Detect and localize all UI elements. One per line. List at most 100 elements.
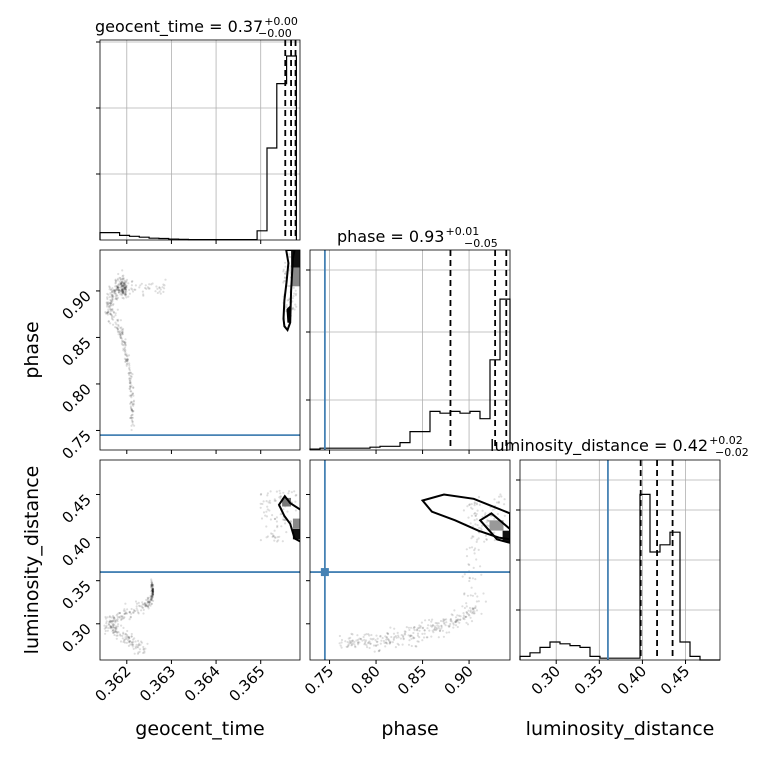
sample-point: [127, 295, 130, 298]
sample-point: [148, 603, 151, 607]
sample-point: [105, 302, 108, 305]
sample-point: [121, 634, 124, 638]
sample-point: [124, 602, 127, 605]
sample-point: [112, 629, 115, 632]
sample-point: [124, 294, 127, 297]
sample-point: [129, 616, 132, 619]
sample-point: [359, 637, 363, 640]
sample-point: [274, 517, 277, 521]
sample-point: [122, 283, 125, 287]
sample-point: [125, 286, 128, 289]
sample-point: [151, 587, 155, 590]
sample-point: [151, 585, 154, 588]
sample-point: [138, 648, 142, 651]
sample-point: [463, 618, 466, 621]
sample-point: [135, 607, 138, 610]
sample-point: [116, 616, 119, 619]
sample-point: [137, 611, 140, 614]
sample-point: [110, 621, 113, 624]
sample-point: [265, 515, 269, 518]
sample-point: [273, 498, 276, 501]
sample-point: [163, 287, 166, 290]
sample-point: [114, 621, 117, 624]
sample-point: [124, 343, 127, 346]
sample-point: [122, 284, 125, 287]
sample-point: [131, 402, 134, 406]
sample-point: [437, 625, 440, 628]
sample-point: [363, 643, 366, 646]
sample-point: [130, 396, 133, 399]
sample-point: [260, 492, 263, 496]
sample-point: [456, 620, 459, 623]
sample-point: [133, 288, 136, 291]
sample-point: [387, 639, 391, 642]
sample-point: [127, 635, 130, 639]
panel-frame: [309, 249, 511, 451]
sample-point: [116, 298, 119, 301]
sample-point: [445, 621, 448, 624]
sample-point: [118, 633, 122, 636]
sample-point: [123, 283, 126, 286]
sample-point: [121, 291, 124, 295]
sample-point: [416, 627, 419, 630]
sample-point: [462, 616, 465, 619]
sample-point: [404, 633, 407, 636]
sample-point: [106, 292, 109, 295]
sample-point: [120, 285, 123, 288]
sample-point: [113, 288, 116, 292]
sample-point: [469, 616, 472, 619]
sample-point: [126, 635, 129, 638]
sample-point: [140, 605, 143, 608]
sample-point: [363, 633, 366, 637]
sample-point: [416, 634, 419, 637]
sample-point: [113, 626, 116, 630]
sample-point: [130, 414, 133, 417]
sample-point: [476, 538, 479, 541]
sample-point: [273, 517, 276, 521]
sample-point: [473, 549, 476, 552]
sample-point: [142, 603, 145, 606]
sample-point: [471, 577, 474, 580]
sample-point: [291, 306, 294, 309]
sample-point: [395, 636, 398, 639]
sample-point: [125, 612, 128, 615]
sample-point: [266, 492, 269, 495]
y-tick-label-phase: 0.75: [58, 427, 94, 463]
sample-point: [128, 394, 131, 397]
sample-point: [130, 635, 133, 638]
x-tick-label-phase: 0.90: [441, 662, 477, 698]
sample-point: [150, 594, 153, 597]
sample-point: [104, 312, 107, 315]
sample-point: [114, 295, 117, 298]
density-cell: [489, 520, 504, 531]
sample-point: [430, 620, 433, 623]
sample-point: [136, 652, 140, 655]
sample-point: [125, 364, 128, 367]
sample-point: [465, 555, 469, 558]
sample-point: [150, 579, 153, 583]
sample-point: [273, 539, 276, 542]
sample-point: [161, 286, 164, 289]
sample-point: [380, 639, 383, 642]
sample-point: [474, 514, 477, 517]
sample-point: [471, 507, 474, 510]
sample-point: [120, 291, 123, 294]
sample-point: [418, 636, 421, 639]
sample-point: [149, 599, 152, 602]
sample-point: [284, 261, 287, 264]
sample-point: [449, 619, 452, 623]
sample-point: [269, 501, 272, 504]
sample-point: [436, 624, 439, 627]
sample-point: [151, 588, 154, 591]
sample-point: [338, 634, 341, 638]
sample-point: [351, 639, 354, 642]
sample-point: [116, 630, 119, 634]
sample-point: [365, 633, 368, 636]
sample-point: [125, 284, 128, 287]
sample-point: [259, 493, 262, 496]
sample-point: [143, 650, 146, 653]
sample-point: [145, 603, 148, 606]
sample-point: [122, 617, 125, 620]
sample-point: [131, 416, 134, 419]
sample-point: [130, 643, 133, 646]
